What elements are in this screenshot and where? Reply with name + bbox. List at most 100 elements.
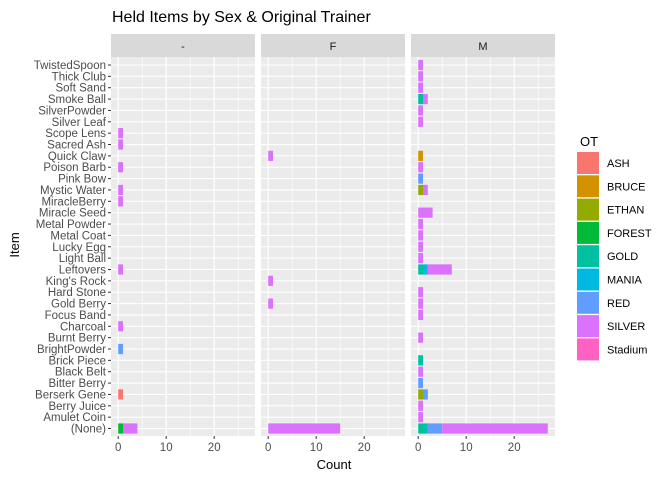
x-tick-label: 20 bbox=[358, 442, 371, 454]
legend-swatch-silver bbox=[577, 315, 599, 338]
x-tick-label: 0 bbox=[415, 442, 421, 454]
bar-m-pink-bow-red bbox=[418, 173, 423, 184]
y-tick-label-bitter-berry: Bitter Berry bbox=[48, 378, 106, 390]
bar-m-focus-band-silver bbox=[418, 309, 423, 321]
bar-none-leftovers-silver bbox=[118, 264, 123, 275]
facet-strip-label: M bbox=[478, 41, 487, 53]
bar-m-mystic-water-silver bbox=[423, 184, 428, 196]
legend-label-ethan: ETHAN bbox=[607, 205, 644, 217]
x-tick-label: 0 bbox=[265, 442, 271, 454]
y-tick-label-black-belt: Black Belt bbox=[55, 367, 107, 379]
bar-f-gold-berry-silver bbox=[268, 298, 273, 309]
bar-m-leftovers-silver bbox=[427, 264, 452, 275]
legend-swatch-mania bbox=[577, 268, 599, 291]
legend-swatch-stadium bbox=[577, 338, 599, 361]
facet-strip bbox=[261, 34, 405, 57]
legend-label-ash: ASH bbox=[607, 158, 630, 170]
legend-swatch-forest bbox=[577, 221, 599, 244]
legend-swatch-ash bbox=[577, 152, 599, 174]
y-tick-label-charcoal: Charcoal bbox=[60, 321, 106, 333]
bar-m-miracle-seed-silver bbox=[418, 207, 433, 218]
y-tick-label-brick-piece: Brick Piece bbox=[48, 355, 106, 367]
bar-m-mystic-water-ethan bbox=[418, 184, 423, 196]
bar-m-silverpowder-silver bbox=[418, 105, 423, 116]
bar-m-metal-coat-silver bbox=[418, 230, 423, 241]
bar-m-soft-sand-silver bbox=[418, 82, 423, 93]
bar-m-leftovers-mania bbox=[423, 264, 428, 275]
legend-swatch-ethan bbox=[577, 198, 599, 221]
y-tick-label-berserk-gene: Berserk Gene bbox=[35, 389, 106, 401]
y-tick-label-burnt-berry: Burnt Berry bbox=[48, 333, 106, 345]
x-tick-label: 10 bbox=[460, 442, 473, 454]
legend-swatch-red bbox=[577, 291, 599, 314]
y-tick-label-thick-club: Thick Club bbox=[52, 71, 106, 83]
y-tick-label-twistedspoon: TwistedSpoon bbox=[34, 60, 106, 72]
bar-m-silver-leaf-silver bbox=[418, 116, 423, 127]
y-tick-label-gold-berry: Gold Berry bbox=[51, 299, 106, 311]
bar-m-berserk-gene-red bbox=[423, 389, 428, 400]
x-tick-label: 20 bbox=[508, 442, 521, 454]
bar-none-berserk-gene-ash bbox=[118, 389, 123, 400]
y-tick-label-silver-leaf: Silver Leaf bbox=[52, 117, 107, 129]
y-tick-label-leftovers: Leftovers bbox=[59, 264, 107, 276]
y-tick-label-amulet-coin: Amulet Coin bbox=[43, 412, 106, 424]
x-axis-title: Count bbox=[317, 457, 352, 472]
bar-none-charcoal-silver bbox=[118, 321, 123, 332]
facet-strip-label: F bbox=[330, 41, 337, 53]
y-tick-label-focus-band: Focus Band bbox=[45, 310, 106, 322]
y-tick-label-lucky-egg: Lucky Egg bbox=[52, 242, 106, 254]
legend: OT ASH BRUCE ETHAN FOREST GOLD MANIA RED SILVER… bbox=[577, 134, 652, 361]
x-tick-label: 10 bbox=[310, 442, 323, 454]
bar-m-metal-powder-silver bbox=[418, 218, 423, 230]
y-tick-label-poison-barb: Poison Barb bbox=[43, 162, 106, 174]
legend-title: OT bbox=[580, 134, 598, 149]
y-tick-label-miracleberry: MiracleBerry bbox=[41, 196, 106, 208]
bar-m-brick-piece-gold bbox=[418, 355, 423, 366]
legend-label-bruce: BRUCE bbox=[607, 181, 646, 193]
bar-none-none-forest bbox=[118, 423, 123, 434]
legend-swatch-bruce bbox=[577, 175, 599, 198]
bar-m-twistedspoon-silver bbox=[418, 59, 423, 71]
bar-m-leftovers-gold bbox=[418, 264, 423, 275]
bar-m-gold-berry-silver bbox=[418, 298, 423, 309]
legend-label-silver: SILVER bbox=[607, 321, 645, 333]
bar-m-black-belt-silver bbox=[418, 366, 423, 377]
bar-f-king-s-rock-silver bbox=[268, 275, 273, 286]
y-tick-label-soft-sand: Soft Sand bbox=[55, 83, 106, 95]
y-tick-label-metal-coat: Metal Coat bbox=[50, 230, 106, 242]
bar-m-lucky-egg-silver bbox=[418, 241, 423, 252]
y-tick-label-light-ball: Light Ball bbox=[59, 253, 106, 265]
bar-m-berserk-gene-ethan bbox=[418, 389, 423, 400]
bar-f-none-silver bbox=[268, 423, 341, 434]
bar-none-scope-lens-silver bbox=[118, 128, 123, 139]
y-tick-label-pink-bow: Pink Bow bbox=[58, 174, 107, 186]
legend-label-stadium: Stadium bbox=[607, 344, 647, 356]
legend-swatch-gold bbox=[577, 245, 599, 268]
chart-title: Held Items by Sex & Original Trainer bbox=[112, 9, 371, 26]
facet-panels: - 0 10 20 F 0 10 20 M 0 10 20 bbox=[111, 34, 555, 454]
y-tick-label-quick-claw: Quick Claw bbox=[48, 151, 107, 163]
bar-m-bitter-berry-red bbox=[418, 377, 423, 389]
y-tick-label-sacred-ash: Sacred Ash bbox=[47, 140, 106, 152]
bar-m-berry-juice-silver bbox=[418, 400, 423, 411]
bar-none-none-silver bbox=[123, 423, 138, 434]
y-tick-label-smoke-ball: Smoke Ball bbox=[48, 94, 106, 106]
bar-m-thick-club-silver bbox=[418, 71, 423, 82]
y-tick-label-silverpowder: SilverPowder bbox=[38, 105, 106, 117]
bar-none-sacred-ash-silver bbox=[118, 139, 123, 150]
legend-label-mania: MANIA bbox=[607, 275, 643, 287]
facet-strip bbox=[111, 34, 255, 57]
y-tick-label-hard-stone: Hard Stone bbox=[48, 287, 106, 299]
y-tick-label-king-s-rock: King's Rock bbox=[46, 276, 107, 288]
x-tick-label: 0 bbox=[115, 442, 121, 454]
bar-m-poison-barb-silver bbox=[418, 162, 423, 173]
facet-m: M 0 10 20 bbox=[411, 34, 555, 454]
bar-m-none-silver bbox=[442, 423, 548, 434]
bar-f-quick-claw-silver bbox=[268, 150, 273, 161]
bar-m-light-ball-silver bbox=[418, 253, 423, 264]
x-tick-label: 10 bbox=[160, 442, 173, 454]
legend-label-red: RED bbox=[607, 298, 630, 310]
bar-m-smoke-ball-silver bbox=[423, 93, 428, 105]
facet-strip bbox=[411, 34, 555, 57]
